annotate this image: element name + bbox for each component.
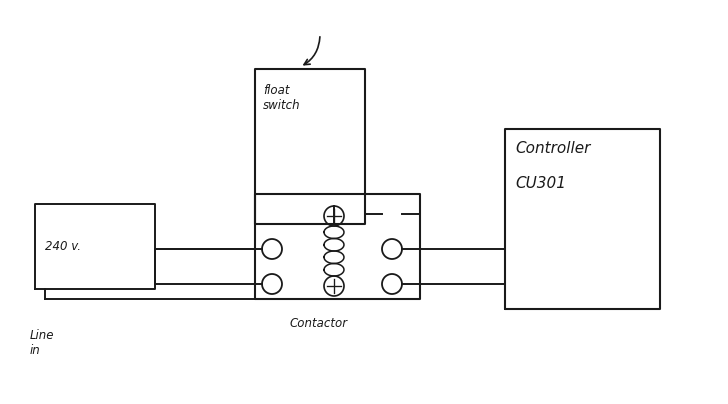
Text: 240 v.: 240 v.: [45, 240, 81, 253]
Text: Controller

CU301: Controller CU301: [515, 141, 590, 191]
Text: Contactor: Contactor: [290, 317, 348, 330]
Text: float
switch: float switch: [263, 84, 301, 112]
Text: Line
in: Line in: [30, 329, 55, 357]
